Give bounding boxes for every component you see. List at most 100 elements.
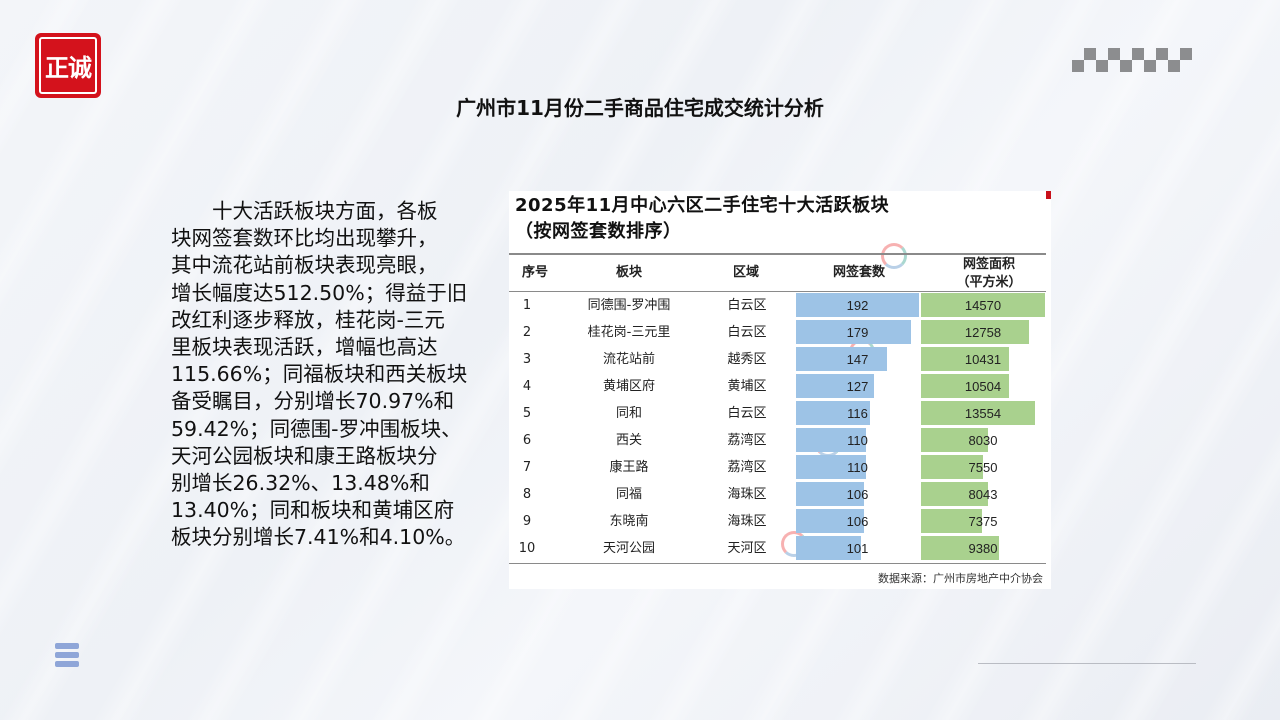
block-cell: 桂花岗-三元里: [587, 325, 671, 340]
district-cell: 白云区: [727, 325, 767, 340]
units-bar: [796, 401, 870, 425]
units-value: 179: [846, 325, 869, 340]
table-title-sub: （按网签套数排序）: [515, 221, 682, 242]
district-cell: 黄埔区: [727, 379, 767, 394]
table-row: 1 同德围-罗冲围 白云区 192 14570: [509, 292, 1046, 319]
table-row: 7 康王路 荔湾区 110 7550: [509, 454, 1046, 481]
district-cell: 白云区: [727, 298, 767, 313]
area-bar: [921, 293, 1045, 317]
units-value: 110: [847, 433, 868, 448]
rank-cell: 4: [522, 379, 532, 394]
block-cell: 同福: [615, 487, 642, 502]
area-value: 13554: [964, 406, 1002, 421]
district-cell: 白云区: [727, 406, 767, 421]
district-cell: 海珠区: [727, 487, 767, 502]
units-bar: [796, 320, 911, 344]
rank-cell: 3: [522, 352, 532, 367]
units-value: 101: [846, 541, 869, 556]
header-district: 区域: [732, 265, 759, 280]
area-value: 12758: [964, 325, 1002, 340]
units-value: 110: [847, 460, 868, 475]
table-header-rule: [509, 291, 1046, 292]
area-value: 8030: [968, 433, 998, 448]
paragraph-line: 里板块表现活跃，增幅也高达: [171, 335, 438, 360]
table-row: 4 黄埔区府 黄埔区 127 10504: [509, 373, 1046, 400]
rank-cell: 5: [522, 406, 532, 421]
table-row: 2 桂花岗-三元里 白云区 179 12758: [509, 319, 1046, 346]
table-row: 6 西关 荔湾区 110 8030: [509, 427, 1046, 454]
district-cell: 越秀区: [727, 352, 767, 367]
block-cell: 流花站前: [602, 352, 655, 367]
units-bar: [796, 509, 864, 533]
block-cell: 康王路: [609, 460, 649, 475]
rank-cell: 9: [522, 514, 532, 529]
district-cell: 海珠区: [727, 514, 767, 529]
paragraph-line: 别增长26.32%、13.48%和: [171, 471, 430, 496]
footer-divider: [978, 663, 1196, 664]
paragraph-line: 59.42%；同德围-罗冲围板块、: [171, 416, 462, 441]
menu-icon[interactable]: [55, 643, 79, 670]
district-cell: 天河区: [727, 541, 767, 556]
units-bar: [796, 536, 861, 560]
red-corner-marker: [1046, 191, 1051, 199]
block-cell: 同德围-罗冲围: [587, 298, 671, 313]
block-cell: 同和: [615, 406, 642, 421]
area-value: 10504: [964, 379, 1002, 394]
data-source-note: 数据来源：广州市房地产中介协会: [878, 572, 1043, 585]
area-bar: [921, 482, 988, 506]
area-bar: [921, 374, 1009, 398]
paragraph-line: 115.66%；同福板块和西关板块: [171, 362, 468, 387]
rank-cell: 10: [518, 541, 536, 556]
paragraph-line: 块网签套数环比均出现攀升，: [171, 226, 438, 251]
units-bar: [796, 482, 864, 506]
rank-cell: 7: [522, 460, 532, 475]
units-value: 192: [846, 298, 869, 313]
paragraph-line: 十大活跃板块方面，各板: [171, 199, 438, 223]
analysis-paragraph: 十大活跃板块方面，各板 块网签套数环比均出现攀升， 其中流花站前板块表现亮眼， …: [171, 198, 501, 552]
area-value: 7550: [968, 460, 998, 475]
table-row: 10 天河公园 天河区 101 9380: [509, 535, 1046, 562]
area-value: 9380: [968, 541, 998, 556]
logo-text: 正诚: [39, 37, 97, 94]
header-block: 板块: [615, 265, 642, 280]
watermark-logo-icon: [881, 243, 907, 269]
rank-cell: 6: [522, 433, 532, 448]
table-row: 5 同和 白云区 116 13554: [509, 400, 1046, 427]
block-cell: 东晓南: [609, 514, 649, 529]
rank-cell: 2: [522, 325, 532, 340]
header-area: 网签面积: [962, 257, 1015, 272]
header-rank: 序号: [521, 265, 548, 280]
paragraph-line: 增长幅度达512.50%；得益于旧: [171, 280, 468, 305]
block-cell: 黄埔区府: [602, 379, 655, 394]
area-value: 7375: [968, 514, 998, 529]
area-bar: [921, 455, 983, 479]
checker-decoration-icon: [1072, 46, 1196, 76]
units-bar: [796, 293, 919, 317]
units-value: 106: [846, 487, 869, 502]
table-row: 8 同福 海珠区 106 8043: [509, 481, 1046, 508]
district-cell: 荔湾区: [727, 433, 767, 448]
units-value: 127: [846, 379, 869, 394]
table-row: 3 流花站前 越秀区 147 10431: [509, 346, 1046, 373]
units-bar: [796, 428, 866, 452]
area-bar: [921, 320, 1029, 344]
block-cell: 西关: [615, 433, 642, 448]
area-bar: [921, 509, 982, 533]
rank-cell: 1: [522, 298, 532, 313]
district-cell: 荔湾区: [727, 460, 767, 475]
table-row: 9 东晓南 海珠区 106 7375: [509, 508, 1046, 535]
company-logo: 正诚: [35, 33, 101, 98]
units-value: 106: [846, 514, 869, 529]
units-bar: [796, 347, 887, 371]
header-area-unit: （平方米）: [956, 275, 1022, 290]
paragraph-line: 备受瞩目，分别增长70.97%和: [171, 389, 455, 414]
paragraph-line: 板块分别增长7.41%和4.10%。: [171, 525, 466, 550]
table-title-main: 2025年11月中心六区二手住宅十大活跃板块: [515, 195, 890, 216]
units-value: 147: [846, 352, 869, 367]
area-value: 10431: [964, 352, 1002, 367]
table-title: 2025年11月中心六区二手住宅十大活跃板块 （按网签套数排序）: [515, 193, 889, 245]
block-cell: 天河公园: [602, 541, 655, 556]
active-blocks-table-image: 2025年11月中心六区二手住宅十大活跃板块 （按网签套数排序） 序号 板块 区…: [509, 191, 1051, 589]
units-bar: [796, 455, 866, 479]
paragraph-line: 天河公园板块和康王路板块分: [171, 443, 438, 468]
